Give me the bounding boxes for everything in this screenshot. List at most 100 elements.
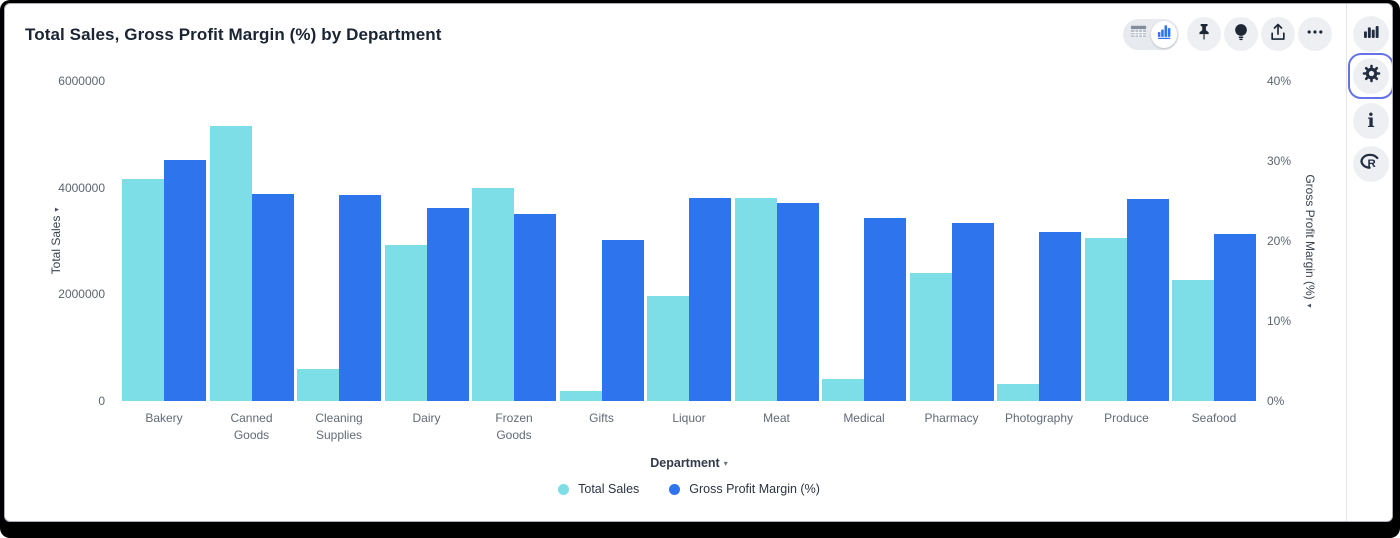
legend-swatch-icon <box>669 483 681 495</box>
bar-group-produce: Produce <box>1084 81 1169 425</box>
bar-gross-profit-margin-bakery[interactable] <box>164 160 206 401</box>
chart-panel-button[interactable] <box>1353 16 1389 52</box>
right-axis-ticks: 40% 30% 20% 10% 0% <box>1267 74 1327 408</box>
settings-button[interactable] <box>1353 58 1389 94</box>
share-icon <box>1268 22 1288 47</box>
axis-tick-label: 4000000 <box>58 180 105 195</box>
bar-gross-profit-margin-seafood[interactable] <box>1214 233 1256 401</box>
x-axis-label-frozen-goods: Frozen Goods <box>495 411 533 443</box>
lightbulb-icon <box>1231 22 1251 47</box>
share-button[interactable] <box>1261 17 1295 51</box>
sort-indicator-icon: ▾ <box>1305 303 1315 308</box>
bar-gross-profit-margin-gifts[interactable] <box>601 240 644 401</box>
x-axis-label-gifts: Gifts <box>589 411 614 425</box>
axis-tick-label: 10% <box>1267 314 1292 328</box>
x-axis-label-cleaning-supplies: Cleaning Supplies <box>315 411 363 443</box>
bar-chart-view-icon <box>1155 22 1174 46</box>
x-axis-label-pharmacy: Pharmacy <box>924 411 979 425</box>
bar-gross-profit-margin-frozen-goods[interactable] <box>514 213 556 401</box>
bar-group-canned-goods: Canned Goods <box>209 81 294 442</box>
bar-gross-profit-margin-pharmacy[interactable] <box>951 222 994 401</box>
bar-gross-profit-margin-canned-goods[interactable] <box>251 193 294 401</box>
bar-total-sales-meat[interactable] <box>734 197 777 401</box>
bar-total-sales-canned-goods[interactable] <box>209 125 252 401</box>
chart-legend: Total Sales Gross Profit Margin (%) <box>122 482 1256 496</box>
bar-total-sales-liquor[interactable] <box>647 295 689 401</box>
view-toggle <box>1123 18 1179 50</box>
r-logo-button[interactable]: R <box>1353 146 1389 182</box>
r-logo-icon: R <box>1360 151 1382 178</box>
x-axis-label-seafood: Seafood <box>1191 411 1237 425</box>
chart-view-button[interactable] <box>1151 20 1177 48</box>
bar-gross-profit-margin-medical[interactable] <box>864 217 906 401</box>
left-axis-ticks: 6000000 4000000 2000000 0 <box>5 74 105 408</box>
page-title: Total Sales, Gross Profit Margin (%) by … <box>25 25 442 44</box>
right-rail: i R <box>1347 4 1392 521</box>
bar-group-liquor: Liquor <box>647 81 731 425</box>
x-axis-label-photography: Photography <box>1004 411 1074 425</box>
bar-gross-profit-margin-meat[interactable] <box>776 203 819 401</box>
legend-label: Gross Profit Margin (%) <box>689 482 820 496</box>
legend-item-gross-profit-margin[interactable]: Gross Profit Margin (%) <box>669 482 820 496</box>
x-axis-label-medical: Medical <box>843 411 885 425</box>
pin-button[interactable] <box>1187 17 1221 51</box>
axis-tick-label: 0% <box>1267 394 1285 408</box>
bar-total-sales-gifts[interactable] <box>559 391 602 401</box>
axis-tick-label: 6000000 <box>58 74 105 88</box>
left-axis-title[interactable]: Total Sales ▾ <box>49 207 63 275</box>
bar-gross-profit-margin-cleaning-supplies[interactable] <box>339 194 381 401</box>
bar-total-sales-seafood[interactable] <box>1172 280 1214 401</box>
x-axis-title[interactable]: Department ▾ <box>650 456 728 470</box>
bar-gross-profit-margin-photography[interactable] <box>1039 232 1081 401</box>
bar-gross-profit-margin-dairy[interactable] <box>426 208 469 401</box>
bar-total-sales-cleaning-supplies[interactable] <box>297 369 339 401</box>
bar-gross-profit-margin-produce[interactable] <box>1126 198 1169 401</box>
bar-group-dairy: Dairy <box>384 81 469 425</box>
bar-total-sales-produce[interactable] <box>1084 237 1127 401</box>
chart-widget: Total Sales, Gross Profit Margin (%) by … <box>4 3 1393 522</box>
bar-gross-profit-margin-liquor[interactable] <box>689 197 731 401</box>
bar-total-sales-dairy[interactable] <box>384 244 427 401</box>
bar-group-gifts: Gifts <box>559 81 644 425</box>
bar-group-bakery: Bakery <box>122 81 206 425</box>
axis-tick-label: 20% <box>1267 234 1292 248</box>
bar-total-sales-frozen-goods[interactable] <box>472 188 514 401</box>
legend-label: Total Sales <box>578 482 640 496</box>
axis-tick-label: 0 <box>98 394 105 408</box>
bar-group-photography: Photography <box>997 81 1081 425</box>
x-axis-label-canned-goods: Canned Goods <box>230 411 273 443</box>
bar-group-pharmacy: Pharmacy <box>909 81 994 425</box>
bar-group-meat: Meat <box>734 81 819 425</box>
info-icon: i <box>1367 109 1375 132</box>
pin-icon <box>1194 22 1214 47</box>
bar-total-sales-medical[interactable] <box>822 379 864 401</box>
sort-indicator-icon: ▾ <box>51 207 61 212</box>
more-options-button[interactable] <box>1298 17 1332 51</box>
axis-tick-label: 30% <box>1267 154 1292 168</box>
right-axis-title[interactable]: Gross Profit Margin (%) ▾ <box>1303 174 1317 308</box>
x-axis-label-liquor: Liquor <box>672 411 706 425</box>
chart-toolbar <box>1123 17 1332 51</box>
bar-group-frozen-goods: Frozen Goods <box>472 81 556 442</box>
ellipsis-icon <box>1305 22 1325 47</box>
table-view-icon <box>1129 22 1148 46</box>
bar-total-sales-photography[interactable] <box>997 384 1039 401</box>
bar-chart-panel-icon <box>1361 22 1381 47</box>
info-button[interactable]: i <box>1353 103 1389 139</box>
gear-icon <box>1361 63 1382 89</box>
bar-total-sales-bakery[interactable] <box>122 179 164 401</box>
x-axis-label-meat: Meat <box>763 411 790 425</box>
selected-tool-outline <box>1348 53 1392 99</box>
table-view-button[interactable] <box>1125 21 1151 48</box>
x-axis-label-dairy: Dairy <box>412 411 441 425</box>
explain-button[interactable] <box>1224 17 1258 51</box>
dropdown-arrow-icon: ▾ <box>723 458 728 468</box>
plot-area: Bakery Canned Goods Cleaning Supplies Dairy Fr… <box>122 81 1256 442</box>
x-axis-label-bakery: Bakery <box>145 411 183 425</box>
x-axis-label-produce: Produce <box>1104 411 1149 425</box>
legend-item-total-sales[interactable]: Total Sales <box>558 482 639 496</box>
bar-total-sales-pharmacy[interactable] <box>909 273 952 401</box>
bar-group-seafood: Seafood <box>1172 81 1256 425</box>
legend-swatch-icon <box>558 483 570 495</box>
